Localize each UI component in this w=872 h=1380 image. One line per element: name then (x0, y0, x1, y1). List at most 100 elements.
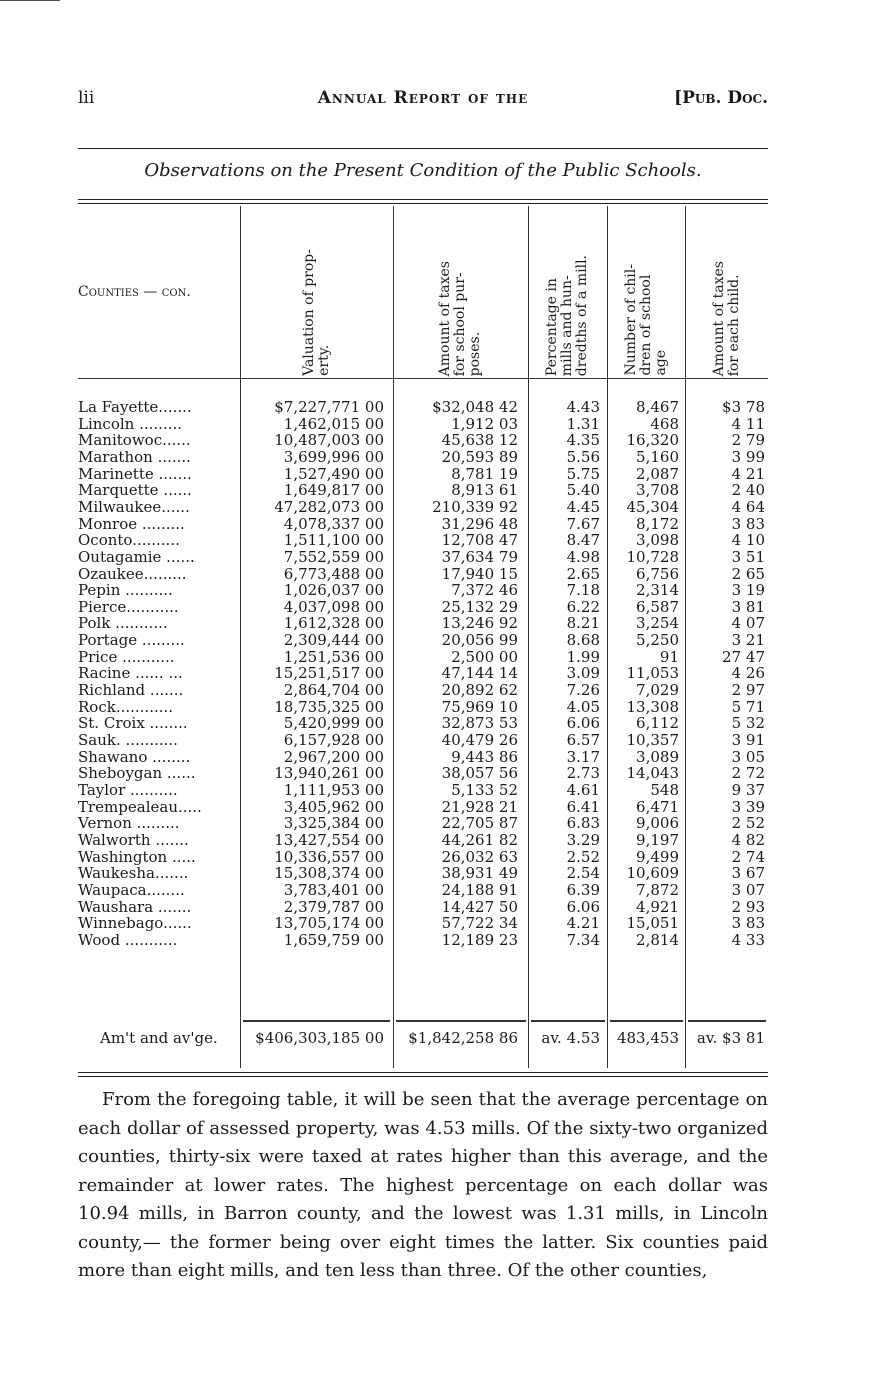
county-name: Monroe ......... (78, 514, 185, 533)
children-count: 10,609 (626, 864, 680, 883)
valuation: 1,251,536 00 (283, 647, 384, 666)
county-name: Lincoln ......... (78, 414, 182, 433)
tax-per-child: 4 82 (731, 830, 765, 849)
table-row: Sauk. ........... 6,157,928 00 40,479 26 6.… (78, 732, 768, 749)
table-row: Racine ...... ... 15,251,517 00 47,144 14 3… (78, 665, 768, 682)
header-per-child: Amount of taxes for each child. (710, 260, 742, 376)
children-count: 6,756 (636, 564, 679, 583)
valuation: 1,527,490 00 (283, 464, 384, 483)
county-name: St. Croix ........ (78, 714, 188, 733)
county-name: Washington ..... (78, 847, 196, 866)
tax-per-child: 3 67 (731, 864, 765, 883)
percentage-mills: 7.67 (566, 514, 600, 533)
table-row: Rock............ 18,735,325 00 75,969 10 4.… (78, 697, 768, 716)
table-row: Marinette ....... 1,527,490 00 8,781 19 5.7… (78, 464, 768, 483)
school-taxes: 12,708 47 (441, 531, 518, 550)
children-count: 6,587 (636, 597, 679, 616)
header-valuation: Valuation of prop- erty. (300, 249, 332, 376)
percentage-mills: 6.39 (566, 880, 600, 899)
school-taxes: 1,912 03 (451, 414, 518, 433)
table-row: St. Croix ........ 5,420,999 00 32,873 53 6… (78, 715, 768, 732)
school-taxes: 17,940 15 (441, 564, 518, 583)
school-taxes: 13,246 92 (441, 614, 518, 633)
children-count: 7,029 (636, 681, 679, 700)
tax-per-child: 3 51 (731, 547, 765, 566)
school-taxes: 14,427 50 (441, 897, 518, 916)
children-count: 11,053 (626, 664, 680, 683)
header-percentage: Percentage in mills and hun- dredths of … (544, 254, 590, 376)
county-name: Outagamie ...... (78, 547, 195, 566)
column-divider (240, 206, 241, 1068)
percentage-mills: 5.75 (566, 464, 600, 483)
school-taxes: 22,705 87 (441, 814, 518, 833)
tax-per-child: 3 19 (731, 581, 765, 600)
children-count: 2,314 (636, 581, 679, 600)
valuation: 6,157,928 00 (283, 731, 384, 749)
county-name: Polk ........... (78, 614, 168, 633)
table-row: Vernon ......... 3,325,384 00 22,705 87 6.8… (78, 815, 768, 832)
valuation: 18,735,325 00 (274, 697, 384, 716)
valuation: $7,227,771 00 (274, 398, 384, 416)
table-row: Portage ......... 2,309,444 00 20,056 99 8.… (78, 632, 768, 649)
school-taxes: 57,722 34 (441, 914, 518, 933)
valuation: 2,864,704 00 (283, 681, 384, 700)
percentage-mills: 6.06 (566, 897, 600, 916)
county-name: Pierce........... (78, 597, 179, 616)
children-count: 3,254 (636, 614, 679, 633)
county-name: Portage ......... (78, 631, 185, 650)
table-row: Waushara ....... 2,379,787 00 14,427 50 6.0… (78, 897, 768, 916)
county-name: Racine ...... ... (78, 664, 183, 683)
tax-per-child: 4 07 (731, 614, 765, 633)
tax-per-child: 2 79 (731, 431, 765, 450)
valuation: 15,308,374 00 (274, 864, 384, 883)
table-row: Oconto.......... 1,511,100 00 12,708 47 8.4… (78, 532, 768, 549)
school-taxes: 24,188 91 (441, 880, 518, 899)
percentage-mills: 3.09 (566, 664, 600, 683)
valuation: 3,783,401 00 (283, 880, 384, 899)
county-name: Price ........... (78, 647, 175, 666)
tax-per-child: 3 05 (731, 747, 765, 766)
tax-per-child: 2 65 (731, 564, 765, 583)
valuation: 5,420,999 00 (283, 714, 384, 733)
school-taxes: 38,057 56 (441, 764, 518, 783)
county-name: Pepin .......... (78, 581, 173, 600)
column-divider (685, 206, 686, 1068)
tax-per-child: $3 78 (722, 398, 765, 416)
percentage-mills: 5.56 (566, 447, 600, 466)
table-row: Waupaca........ 3,783,401 00 24,188 91 6.39… (78, 880, 768, 899)
table-row: Pepin .......... 1,026,037 00 7,372 46 7.18… (78, 582, 768, 599)
valuation: 1,649,817 00 (283, 481, 384, 500)
valuation: 3,699,996 00 (283, 447, 384, 466)
header-taxes: Amount of taxes for school pur- poses. (437, 260, 483, 376)
tax-per-child: 2 97 (731, 681, 765, 700)
children-count: 8,467 (636, 398, 679, 416)
title-rule (78, 148, 768, 149)
table-row: Wood ........... 1,659,759 00 12,189 23 7.3… (78, 931, 768, 949)
tax-per-child: 4 11 (731, 414, 765, 433)
children-count: 4,921 (636, 897, 679, 916)
table-row: La Fayette....... $7,227,771 00 $32,048 42… (78, 399, 768, 416)
percentage-mills: 2.65 (566, 564, 600, 583)
total-rule (610, 1020, 683, 1024)
table-row: Taylor .......... 1,111,953 00 5,133 52 4.6… (78, 780, 768, 799)
percentage-mills: 1.99 (566, 647, 600, 666)
tax-per-child: 27 47 (722, 647, 765, 666)
table-bottom-rule (78, 1072, 768, 1073)
school-taxes: 8,913 61 (451, 481, 518, 500)
children-count: 9,499 (636, 847, 679, 866)
valuation: 1,612,328 00 (283, 614, 384, 633)
county-name: Waupaca........ (78, 880, 185, 899)
percentage-mills: 4.61 (566, 780, 600, 799)
total-rule (531, 1020, 605, 1024)
tax-per-child: 4 10 (731, 531, 765, 550)
children-count: 14,043 (626, 764, 680, 783)
header-rule (78, 378, 768, 379)
tax-per-child: 2 74 (731, 847, 765, 866)
table-row: Marathon ....... 3,699,996 00 20,593 89 5.5… (78, 447, 768, 466)
table-row: Milwaukee...... 47,282,073 00 210,339 92 4.… (78, 497, 768, 516)
percentage-mills: 2.54 (566, 864, 600, 883)
header-counties: Counties — con. (78, 284, 191, 300)
tax-per-child: 3 83 (731, 514, 765, 533)
county-name: Richland ....... (78, 681, 184, 700)
percentage-mills: 4.45 (566, 497, 600, 516)
